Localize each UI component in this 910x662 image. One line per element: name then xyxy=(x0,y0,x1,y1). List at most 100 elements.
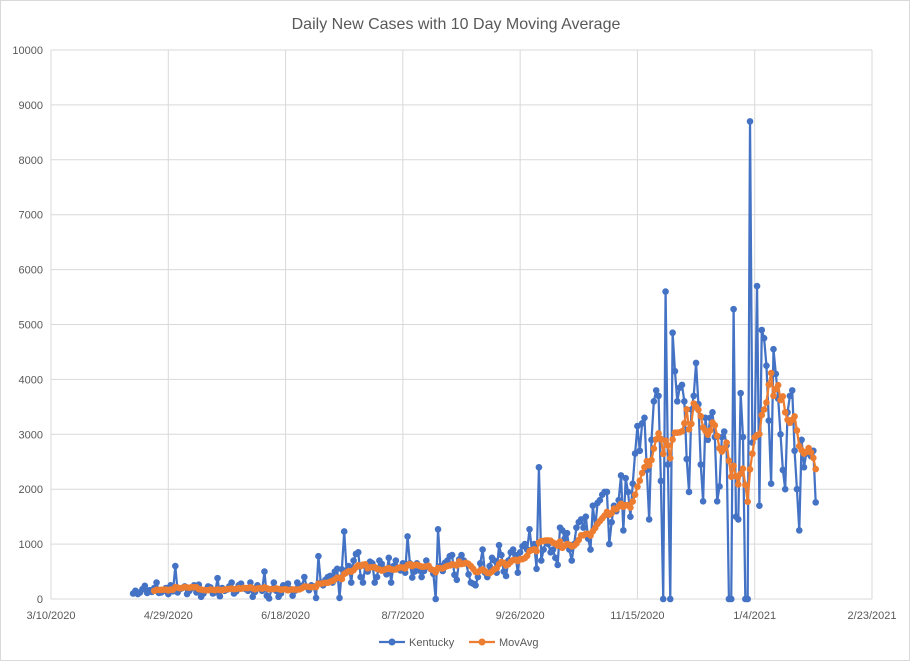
kentucky-point xyxy=(563,529,571,537)
movavg-point xyxy=(734,481,742,488)
kentucky-point xyxy=(270,579,278,586)
kentucky-point xyxy=(620,527,627,534)
x-tick-label: 2/23/2021 xyxy=(848,610,897,622)
kentucky-point xyxy=(514,569,522,576)
movavg-point xyxy=(706,427,714,434)
kentucky-point xyxy=(568,557,576,564)
movavg-point xyxy=(669,436,676,443)
kentucky-point xyxy=(671,367,679,375)
movavg-point xyxy=(723,439,730,446)
movavg-point xyxy=(681,420,688,427)
movavg-point xyxy=(655,430,662,437)
kentucky-point xyxy=(214,574,221,582)
kentucky-point xyxy=(502,572,510,580)
kentucky-point xyxy=(476,560,484,567)
kentucky-point xyxy=(453,576,461,584)
movavg-point xyxy=(793,427,801,434)
kentucky-point xyxy=(753,282,761,290)
movavg-point xyxy=(645,462,653,469)
kentucky-point xyxy=(392,557,400,564)
movavg-point xyxy=(810,454,817,462)
kentucky-point xyxy=(359,579,367,586)
kentucky-point xyxy=(699,497,707,505)
x-tick-label: 3/10/2020 xyxy=(27,610,76,622)
kentucky-point xyxy=(587,546,594,553)
kentucky-point xyxy=(685,488,693,496)
kentucky-point xyxy=(697,461,705,468)
movavg-point xyxy=(756,430,763,438)
movavg-point xyxy=(666,454,674,462)
kentucky-point xyxy=(526,525,533,533)
kentucky-point xyxy=(605,540,613,548)
kentucky-point xyxy=(378,560,386,568)
kentucky-point xyxy=(645,516,653,523)
movavg-point xyxy=(695,406,702,414)
y-tick-label: 8000 xyxy=(19,155,43,167)
x-tick-label: 8/7/2020 xyxy=(381,610,424,622)
movavg-point xyxy=(781,409,789,416)
legend: Kentucky MovAvg xyxy=(379,637,539,649)
kentucky-point xyxy=(345,562,353,570)
kentucky-point xyxy=(760,334,768,342)
kentucky-point xyxy=(486,562,493,570)
kentucky-point xyxy=(228,579,235,586)
movavg-point xyxy=(744,498,751,505)
movavg-point xyxy=(807,449,815,456)
kentucky-point xyxy=(216,592,224,600)
kentucky-point xyxy=(312,594,320,602)
kentucky-point xyxy=(552,554,559,562)
kentucky-point xyxy=(622,474,629,482)
series-movavg xyxy=(150,369,820,595)
movavg-point xyxy=(648,456,655,464)
movavg-point xyxy=(338,575,346,583)
kentucky-point xyxy=(650,398,658,405)
movavg-point xyxy=(742,481,749,489)
kentucky-point xyxy=(418,573,425,581)
kentucky-point xyxy=(812,499,820,506)
movavg-point xyxy=(767,369,775,377)
y-axis-ticks: 0 1000 2000 3000 4000 5000 6000 7000 8000 9000 100… xyxy=(12,45,43,606)
movavg-point xyxy=(685,426,693,433)
kentucky-point xyxy=(340,528,348,535)
kentucky-point xyxy=(704,436,712,444)
kentucky-point xyxy=(509,546,517,553)
movavg-point xyxy=(533,547,540,555)
kentucky-point xyxy=(549,546,557,553)
gridlines xyxy=(50,49,873,600)
kentucky-point xyxy=(582,513,590,520)
kentucky-point xyxy=(739,433,747,441)
kentucky-point xyxy=(326,572,334,580)
kentucky-point xyxy=(537,557,545,564)
kentucky-point xyxy=(765,417,773,424)
kentucky-point xyxy=(798,436,805,444)
kentucky-point xyxy=(786,392,794,400)
movavg-point xyxy=(638,469,646,477)
movavg-point xyxy=(770,392,777,400)
x-tick-label: 9/26/2020 xyxy=(496,610,545,622)
kentucky-point xyxy=(756,502,763,509)
y-tick-label: 4000 xyxy=(19,374,43,386)
movavg-point xyxy=(659,450,667,458)
kentucky-point xyxy=(683,455,690,463)
x-tick-label: 1/4/2021 xyxy=(733,610,776,622)
kentucky-point xyxy=(385,554,393,562)
movavg-point xyxy=(629,498,637,505)
movavg-point xyxy=(652,435,660,443)
movavg-point xyxy=(650,445,658,452)
chart-title: Daily New Cases with 10 Day Moving Avera… xyxy=(292,16,621,33)
kentucky-point xyxy=(315,552,322,560)
movavg-point xyxy=(556,538,564,545)
movavg-point xyxy=(713,432,721,440)
kentucky-line xyxy=(132,120,817,601)
kentucky-point xyxy=(674,398,681,405)
kentucky-point xyxy=(730,305,737,313)
y-tick-label: 7000 xyxy=(19,210,43,222)
kentucky-point xyxy=(408,574,416,581)
kentucky-point xyxy=(681,398,688,405)
kentucky-point xyxy=(373,573,381,581)
kentucky-point xyxy=(657,477,665,485)
kentucky-point xyxy=(744,595,751,603)
kentucky-point xyxy=(451,571,458,579)
